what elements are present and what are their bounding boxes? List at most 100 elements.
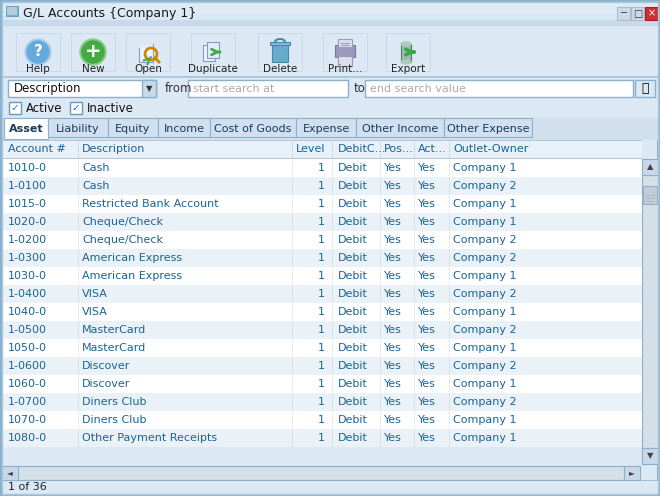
Text: end search value: end search value	[370, 83, 466, 94]
Bar	[207, 42, 219, 58]
Text: Pos...: Pos...	[384, 144, 414, 154]
Bar	[139, 44, 153, 62]
Bar	[2, 267, 642, 285]
Text: 1-0500: 1-0500	[8, 325, 47, 335]
Text: 1: 1	[318, 163, 325, 173]
Text: from: from	[165, 82, 193, 95]
Text: Yes: Yes	[418, 235, 436, 245]
Text: 1-0300: 1-0300	[8, 253, 47, 263]
Text: Company 1: Company 1	[453, 343, 517, 353]
Bar	[631, 7, 644, 20]
Bar	[338, 56, 352, 66]
Text: Company 1: Company 1	[453, 217, 517, 227]
Text: 1: 1	[318, 433, 325, 443]
Ellipse shape	[401, 42, 411, 46]
Bar	[2, 321, 642, 339]
Text: 🔍: 🔍	[642, 82, 649, 95]
Text: Level: Level	[296, 144, 325, 154]
Text: 1: 1	[318, 397, 325, 407]
Bar	[2, 0, 658, 26]
Bar	[635, 80, 655, 97]
Bar	[645, 7, 658, 20]
Text: Other Expense: Other Expense	[447, 124, 529, 134]
Bar	[203, 45, 215, 61]
Text: Yes: Yes	[384, 325, 402, 335]
Text: Yes: Yes	[418, 433, 436, 443]
Bar	[323, 33, 367, 71]
Text: Help: Help	[26, 64, 50, 74]
Text: Cheque/Check: Cheque/Check	[82, 235, 163, 245]
Text: G/L Accounts {Company 1}: G/L Accounts {Company 1}	[23, 6, 196, 19]
Text: Delete: Delete	[263, 64, 297, 74]
Text: New: New	[82, 64, 104, 74]
Bar	[2, 77, 658, 78]
Text: 1: 1	[318, 217, 325, 227]
Text: 1030-0: 1030-0	[8, 271, 47, 281]
Bar	[296, 118, 356, 137]
Bar	[2, 100, 658, 101]
Text: Diners Club: Diners Club	[82, 397, 147, 407]
Text: Export: Export	[391, 64, 425, 74]
Text: ×: ×	[647, 8, 655, 18]
Bar	[258, 33, 302, 71]
Bar	[2, 195, 642, 213]
Text: Other Income: Other Income	[362, 124, 438, 134]
Bar	[8, 80, 156, 97]
Text: Diners Club: Diners Club	[82, 415, 147, 425]
Bar	[2, 249, 642, 267]
Circle shape	[80, 39, 106, 65]
Text: Company 1: Company 1	[453, 271, 517, 281]
Text: Company 1: Company 1	[453, 199, 517, 209]
Text: Yes: Yes	[384, 307, 402, 317]
Bar	[2, 0, 658, 14]
Bar	[2, 118, 658, 140]
Bar	[210, 118, 296, 137]
Bar	[158, 118, 210, 137]
Bar	[2, 213, 642, 231]
Bar	[335, 45, 355, 57]
Bar	[2, 26, 658, 76]
Text: 1-0600: 1-0600	[8, 361, 47, 371]
Text: Cost of Goods: Cost of Goods	[214, 124, 292, 134]
Bar	[7, 7, 17, 15]
Text: Debit: Debit	[338, 379, 368, 389]
Text: Yes: Yes	[418, 163, 436, 173]
Text: MasterCard: MasterCard	[82, 343, 147, 353]
Bar	[338, 39, 352, 47]
Text: Yes: Yes	[384, 343, 402, 353]
Bar	[444, 118, 532, 137]
Text: to: to	[354, 82, 366, 95]
Text: 1: 1	[318, 325, 325, 335]
Bar	[16, 33, 60, 71]
Text: Yes: Yes	[418, 325, 436, 335]
Text: Outlet-Owner: Outlet-Owner	[453, 144, 529, 154]
Bar	[108, 118, 158, 137]
Text: Debit: Debit	[338, 307, 368, 317]
Bar	[643, 186, 657, 204]
Bar	[270, 42, 290, 45]
Text: 1060-0: 1060-0	[8, 379, 47, 389]
Text: ▲: ▲	[647, 163, 653, 172]
Text: American Express: American Express	[82, 271, 182, 281]
Bar	[2, 303, 642, 321]
Text: DebitC...: DebitC...	[338, 144, 387, 154]
Bar	[139, 44, 153, 48]
Bar	[2, 357, 642, 375]
Bar	[272, 44, 288, 62]
Text: Cash: Cash	[82, 181, 110, 191]
Bar	[2, 100, 658, 118]
Bar	[126, 33, 170, 71]
Bar	[191, 33, 235, 71]
Bar	[386, 33, 430, 71]
Text: Company 2: Company 2	[453, 325, 517, 335]
Bar	[2, 140, 642, 158]
Bar	[2, 158, 642, 159]
Bar	[71, 33, 115, 71]
Bar	[356, 118, 444, 137]
Text: 1-0200: 1-0200	[8, 235, 47, 245]
Bar	[642, 159, 658, 464]
Bar	[70, 102, 82, 114]
Text: □: □	[633, 8, 642, 18]
Text: 1: 1	[318, 181, 325, 191]
Text: Cheque/Check: Cheque/Check	[82, 217, 163, 227]
